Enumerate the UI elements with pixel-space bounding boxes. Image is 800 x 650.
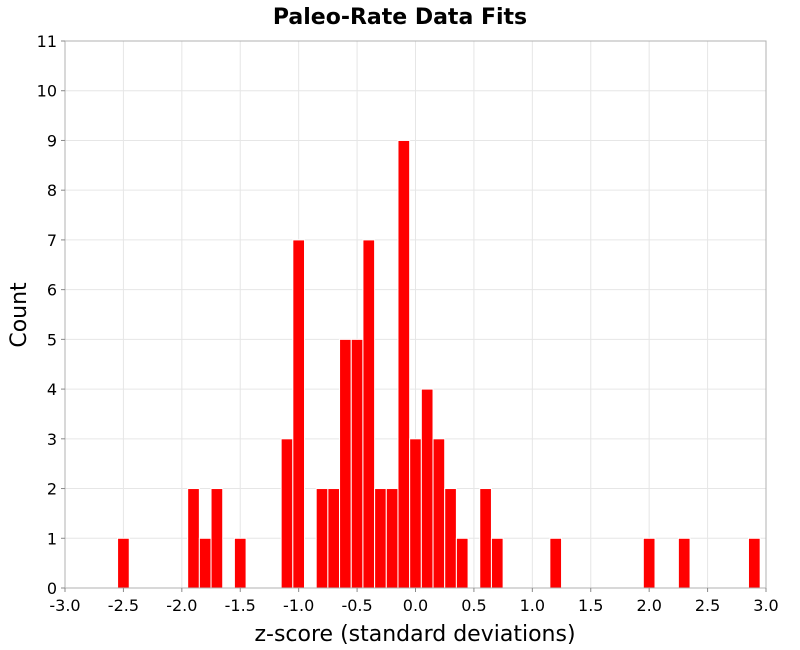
x-axis-label: z-score (standard deviations) — [254, 622, 575, 647]
histogram-bar — [233, 537, 247, 589]
bars — [117, 139, 761, 589]
x-tick-label: 2.5 — [695, 596, 720, 615]
chart-title: Paleo-Rate Data Fits — [273, 5, 527, 30]
histogram-bar — [409, 438, 422, 589]
x-tick-label: -3.0 — [49, 596, 80, 615]
y-tick-label: 9 — [47, 131, 57, 150]
x-tick-label: 1.5 — [578, 596, 603, 615]
y-tick-label: 7 — [47, 231, 57, 250]
y-tick-label: 1 — [47, 529, 57, 548]
y-tick-label: 8 — [47, 181, 57, 200]
histogram-bar — [187, 488, 200, 589]
histogram-bar — [747, 537, 761, 589]
y-tick-label: 11 — [37, 32, 57, 51]
histogram-bar — [479, 488, 492, 589]
y-tick-label: 3 — [47, 430, 57, 449]
histogram-bar — [432, 438, 446, 589]
histogram-bar — [490, 537, 504, 589]
histogram-bar — [339, 338, 352, 589]
y-tick-label: 2 — [47, 480, 57, 499]
histogram-bar — [210, 488, 224, 589]
histogram-bar — [350, 338, 364, 589]
histogram-bar — [198, 537, 212, 589]
histogram-bar — [374, 488, 387, 589]
x-tick-label: -2.0 — [166, 596, 197, 615]
histogram-bar — [444, 488, 457, 589]
x-tick-label: -1.5 — [225, 596, 256, 615]
x-tick-label: 2.0 — [636, 596, 661, 615]
histogram-bar — [117, 537, 130, 589]
histogram-bar — [385, 488, 399, 589]
x-axis-ticks: -3.0 -2.5 -2.0 -1.5 -1.0 -0.5 0.0 0.5 1.0 1.5 2.0 2… — [49, 588, 779, 615]
x-tick-label: 0.5 — [461, 596, 486, 615]
y-tick-label: 4 — [47, 380, 57, 399]
x-tick-label: 3.0 — [753, 596, 778, 615]
histogram-bar — [280, 438, 294, 589]
y-axis-label: Count — [7, 282, 32, 348]
x-tick-label: 1.0 — [520, 596, 545, 615]
histogram-bar — [315, 488, 329, 589]
x-tick-label: -0.5 — [341, 596, 372, 615]
histogram-bar — [549, 537, 563, 589]
histogram-bar — [420, 388, 434, 589]
x-tick-label: -2.5 — [108, 596, 139, 615]
x-tick-label: 0.0 — [403, 596, 428, 615]
histogram-bar — [455, 537, 469, 589]
y-tick-label: 6 — [47, 281, 57, 300]
y-tick-label: 0 — [47, 579, 57, 598]
histogram-bar — [642, 537, 656, 589]
x-tick-label: -1.0 — [283, 596, 314, 615]
y-axis-ticks: 0 1 2 3 4 5 6 7 8 9 10 11 — [37, 32, 65, 598]
histogram-bar — [362, 239, 376, 589]
histogram-bar — [292, 239, 306, 589]
histogram-bar — [397, 139, 411, 589]
histogram-bar — [677, 537, 691, 589]
histogram-bar — [327, 488, 341, 589]
y-tick-label: 5 — [47, 330, 57, 349]
y-tick-label: 10 — [37, 82, 57, 101]
